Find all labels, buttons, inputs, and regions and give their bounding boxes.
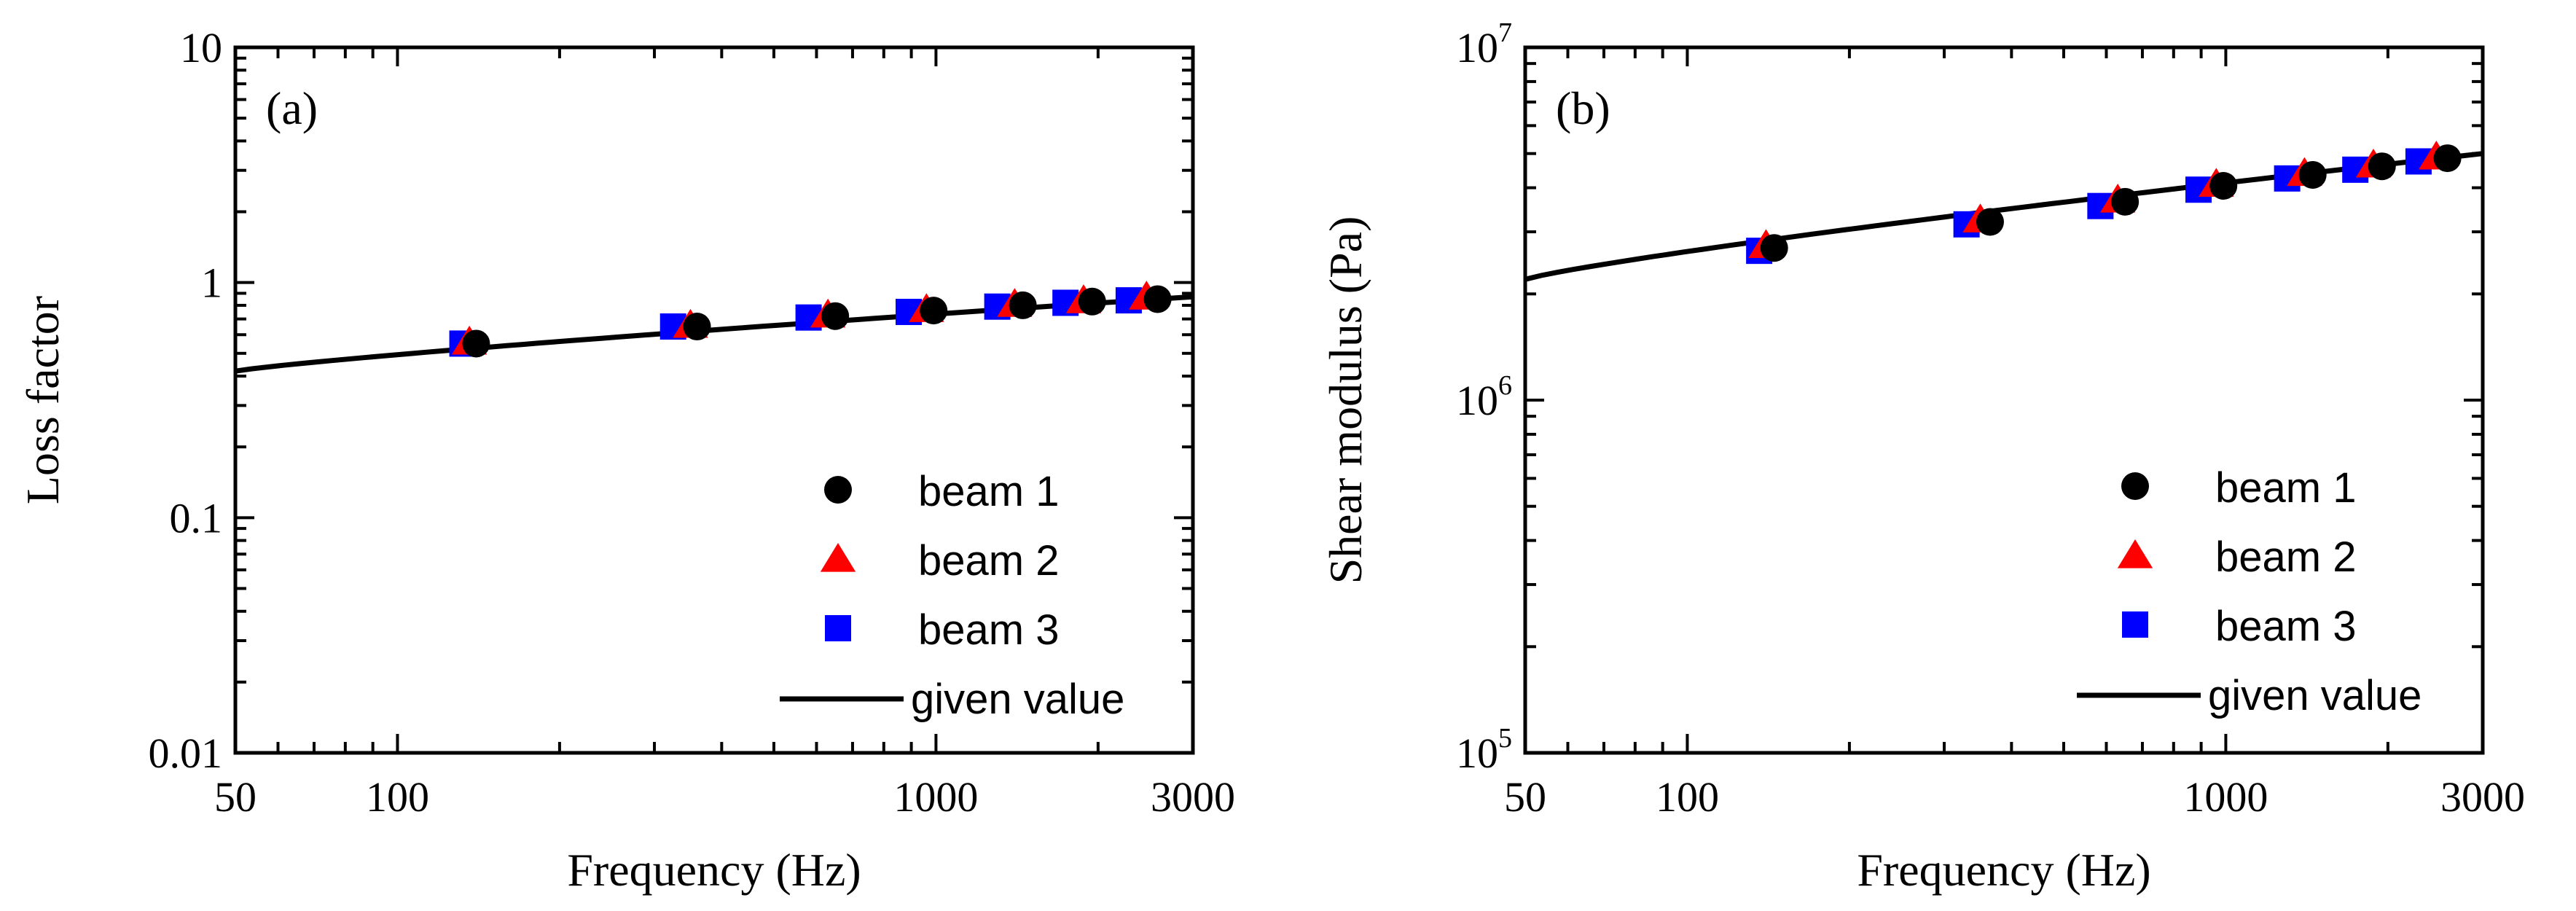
panel-b-circle-point bbox=[2111, 187, 2140, 216]
panel-a-y-axis-title: Loss factor bbox=[17, 296, 68, 504]
panel-b-legend-key-triangle bbox=[2117, 539, 2153, 568]
panel-b-circle-point bbox=[1760, 234, 1788, 262]
panel-b-legend-label: beam 2 bbox=[2215, 533, 2356, 581]
panel-b-panel-label: (b) bbox=[1556, 82, 1610, 134]
panel-b-circle-point bbox=[2298, 160, 2327, 189]
panel-b-x-tick-label: 100 bbox=[1656, 773, 1719, 821]
panel-a-panel-label: (a) bbox=[266, 82, 318, 134]
panel-a-x-tick-label: 50 bbox=[214, 773, 257, 821]
panel-b-series-beam-1 bbox=[1760, 144, 2462, 262]
panel-a-y-tick-label: 0.01 bbox=[149, 730, 223, 777]
panel-b-legend-marker bbox=[2122, 611, 2148, 638]
panel-b-legend-label: beam 3 bbox=[2215, 603, 2356, 650]
panel-b-x-tick-label: 50 bbox=[1504, 773, 1546, 821]
panel-b-legend-marker bbox=[2117, 539, 2153, 568]
panel-a-legend-label: beam 1 bbox=[918, 468, 1059, 515]
panel-a-circle-point bbox=[683, 313, 711, 341]
panel-b-x-tick-label: 1000 bbox=[2183, 773, 2268, 821]
panel-a-given-value-line bbox=[235, 294, 1194, 374]
panel-a-x-tick-label: 100 bbox=[366, 773, 429, 821]
panel-a-legend-marker bbox=[825, 615, 851, 641]
panel-b-legend-key-square bbox=[2122, 611, 2148, 638]
panel-a-legend-label: beam 3 bbox=[918, 606, 1059, 654]
panel-a-circle-point bbox=[1143, 285, 1172, 313]
panel-a-legend-label: beam 2 bbox=[918, 537, 1059, 584]
panel-b-legend-marker bbox=[2121, 472, 2149, 500]
panel-a-circle-point bbox=[1009, 291, 1037, 319]
panel-b-circle-point bbox=[2433, 144, 2462, 173]
panel-a-circle-point bbox=[1078, 287, 1106, 316]
panel-a-x-tick-label: 1000 bbox=[893, 773, 978, 821]
panel-a-x-axis-title: Frequency (Hz) bbox=[567, 844, 861, 896]
panel-b-legend-key-circle bbox=[2121, 472, 2149, 500]
panel-b-y-axis-title: Shear modulus (Pa) bbox=[1320, 216, 1371, 584]
panel-b-circle-point bbox=[2368, 152, 2396, 181]
panel-a-legend-marker bbox=[820, 543, 856, 572]
panel-a-legend-key-triangle bbox=[820, 543, 856, 572]
panel-a-x-tick-label: 3000 bbox=[1151, 773, 1235, 821]
panel-a-legend-key-circle bbox=[824, 476, 852, 504]
panel-b-circle-point bbox=[1976, 208, 2004, 236]
panel-a-series-beam-3 bbox=[449, 287, 1142, 357]
panel-b-x-tick-label: 3000 bbox=[2440, 773, 2525, 821]
panel-b-y-tick-label: 107 bbox=[1456, 17, 1512, 71]
panel-a-circle-point bbox=[821, 302, 850, 330]
panel-b-circle-point bbox=[2209, 171, 2238, 200]
panel-b-y-tick-label: 106 bbox=[1456, 370, 1512, 424]
panel-b-given-value-line bbox=[1524, 151, 2483, 282]
panel-a-legend-marker bbox=[824, 476, 852, 504]
panel-a-y-tick-label: 1 bbox=[201, 259, 222, 307]
panel-b-legend-label: beam 1 bbox=[2215, 464, 2356, 512]
panel-a-y-tick-label: 10 bbox=[180, 24, 222, 71]
panel-b-series-beam-3 bbox=[1746, 148, 2432, 265]
panel-a-series-beam-1 bbox=[462, 285, 1172, 358]
panel-b-y-tick-label: 105 bbox=[1456, 723, 1512, 777]
panel-a-legend-label: given value bbox=[911, 676, 1124, 723]
panel-a-y-tick-label: 0.1 bbox=[170, 494, 223, 541]
panel-a-plot-frame bbox=[233, 45, 1195, 755]
panel-a-circle-point bbox=[462, 329, 490, 358]
panel-a-circle-point bbox=[920, 297, 948, 325]
panel-b-x-axis-title: Frequency (Hz) bbox=[1857, 844, 2150, 896]
panel-a-legend-key-square bbox=[825, 615, 851, 641]
panel-b-legend-label: given value bbox=[2208, 672, 2422, 719]
